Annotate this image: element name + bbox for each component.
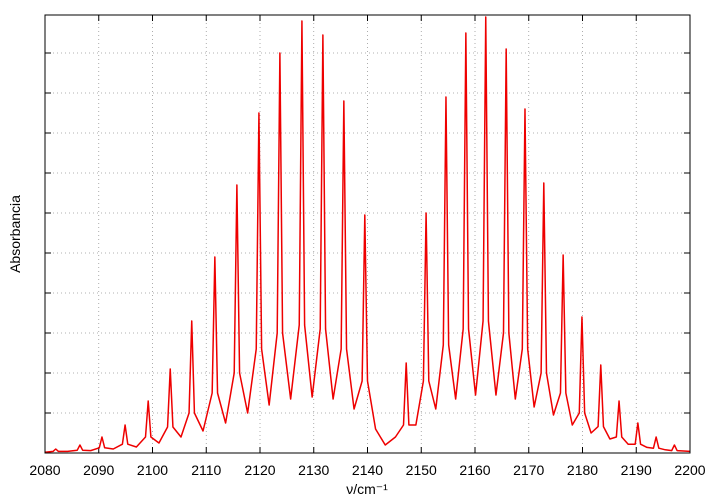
x-tick-label: 2090 bbox=[83, 462, 114, 478]
x-tick-label: 2150 bbox=[406, 462, 437, 478]
y-axis-label: Absorbancia bbox=[7, 195, 23, 273]
x-tick-label: 2190 bbox=[621, 462, 652, 478]
x-tick-label: 2200 bbox=[674, 462, 705, 478]
x-tick-label: 2130 bbox=[298, 462, 329, 478]
x-axis-label: ν/cm⁻¹ bbox=[346, 481, 388, 497]
plot-frame bbox=[44, 14, 691, 454]
x-tick-label: 2110 bbox=[191, 462, 221, 478]
spectrum-line bbox=[44, 16, 691, 453]
x-tick-label: 2160 bbox=[459, 462, 490, 478]
x-tick-label: 2180 bbox=[567, 462, 598, 478]
x-tick-label: 2140 bbox=[352, 462, 383, 478]
x-tick-label: 2080 bbox=[29, 462, 60, 478]
x-tick-label: 2100 bbox=[137, 462, 168, 478]
x-tick-label: 2170 bbox=[513, 462, 544, 478]
x-tick-label: 2120 bbox=[244, 462, 275, 478]
